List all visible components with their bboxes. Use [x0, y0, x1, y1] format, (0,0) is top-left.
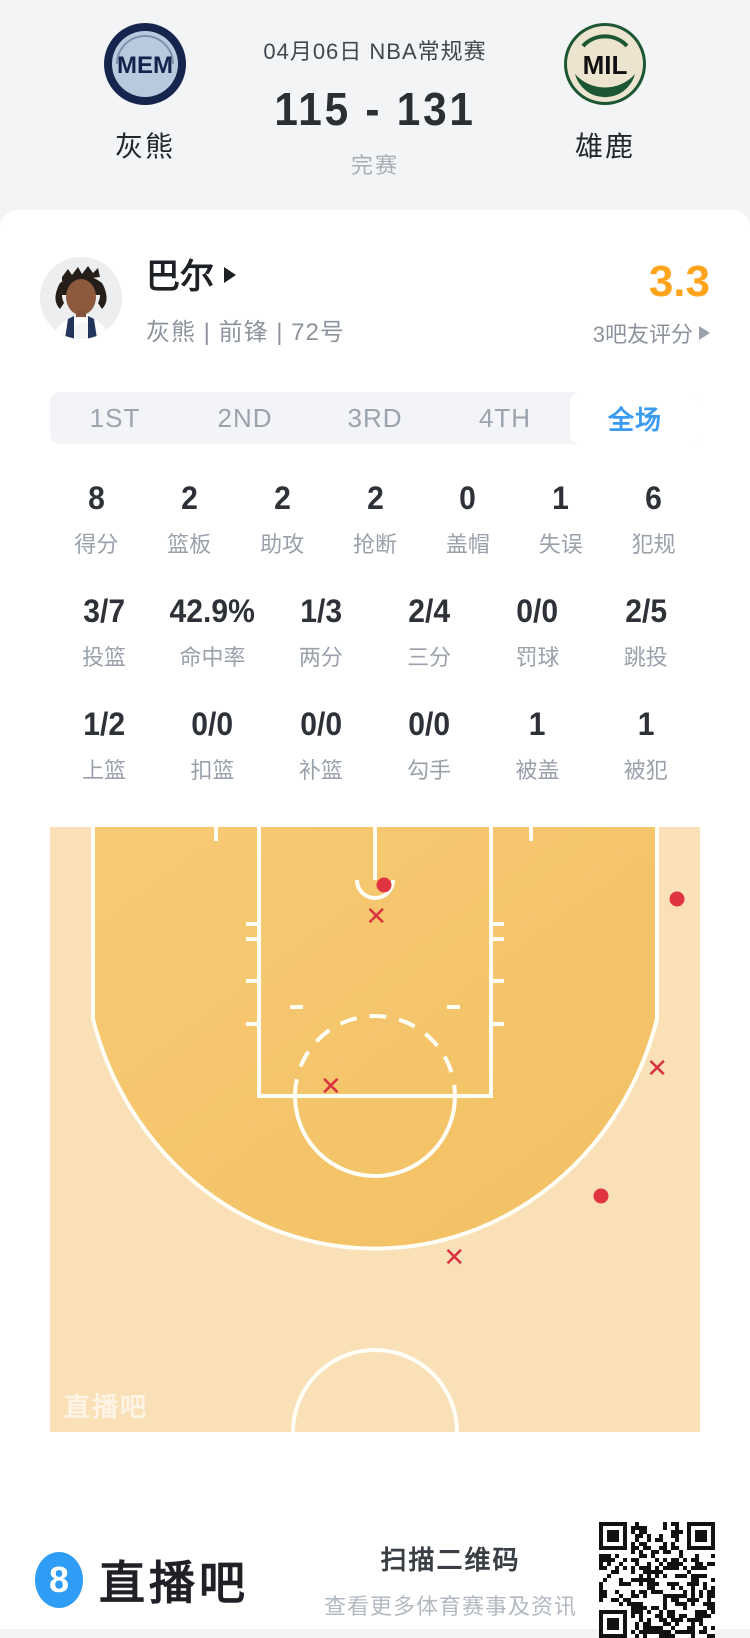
stat-ft: 0/0 罚球 — [515, 593, 560, 670]
qr-code — [599, 1522, 715, 1638]
quarter-tab-bar: 1ST 2ND 3RD 4TH 全场 — [50, 392, 700, 444]
stat-points: 8 得分 — [74, 480, 119, 557]
stats-row-shooting: 3/7 投篮 42.9% 命中率 1/3 两分 2/4 三分 0/0 罚球 2/5 跳投 — [50, 593, 700, 684]
away-team-logo-icon: MIL — [564, 23, 646, 105]
shot-marker-missed: ✕ — [646, 1054, 668, 1084]
shot-marker-missed: ✕ — [443, 1242, 466, 1273]
stat-hook: 0/0 勾手 — [407, 706, 452, 783]
stat-putback: 0/0 补篮 — [298, 706, 343, 783]
home-team: MEM 灰熊 — [60, 22, 230, 165]
home-team-name: 灰熊 — [114, 131, 175, 162]
match-summary: 04月06日 NBA常规赛 115 - 131 完赛 — [195, 0, 555, 180]
stat-blocked: 1 被盖 — [515, 706, 560, 783]
player-name: 巴尔 — [146, 257, 214, 296]
player-avatar — [40, 256, 122, 339]
tab-full-game[interactable]: 全场 — [570, 392, 700, 444]
stat-dunk: 0/0 扣篮 — [190, 706, 235, 783]
home-team-logo-icon: MEM — [104, 23, 186, 105]
stat-steals: 2 抢断 — [353, 480, 398, 557]
footer-banner: 8 直播吧 扫描二维码 查看更多体育赛事及资讯 — [35, 1522, 715, 1638]
tab-2nd[interactable]: 2ND — [217, 402, 273, 433]
stat-jumpshot: 2/5 跳投 — [623, 593, 668, 670]
match-score: 115 - 131 — [274, 83, 476, 135]
qr-subtitle: 查看更多体育赛事及资讯 — [323, 1593, 577, 1619]
svg-text:MIL: MIL — [583, 50, 628, 80]
tab-3rd[interactable]: 3RD — [347, 402, 403, 433]
stat-rebounds: 2 篮板 — [167, 480, 212, 557]
rating-block[interactable]: 3.3 3吧友评分 — [593, 257, 710, 349]
qr-title: 扫描二维码 — [380, 1544, 521, 1575]
player-info: 巴尔 灰熊 | 前锋 | 72号 — [146, 249, 345, 347]
player-row: 巴尔 灰熊 | 前锋 | 72号 3.3 3吧友评分 — [40, 255, 710, 347]
match-status: 完赛 — [350, 153, 399, 178]
player-meta: 灰熊 | 前锋 | 72号 — [146, 318, 345, 346]
brand: 8 直播吧 — [35, 1547, 249, 1613]
rating-value: 3.3 — [648, 257, 710, 306]
away-team: MIL 雄鹿 — [520, 22, 690, 165]
zhibo8-logo-icon: 8 — [35, 1552, 83, 1608]
tab-1st[interactable]: 1ST — [89, 402, 141, 433]
match-date: 04月06日 NBA常规赛 — [263, 39, 487, 64]
stat-blocks: 0 盖帽 — [445, 480, 490, 557]
player-name-button[interactable]: 巴尔 — [146, 249, 345, 298]
shot-markers-layer: ✕ ✕ ✕ ✕ — [50, 827, 700, 1432]
tab-4th[interactable]: 4TH — [478, 402, 532, 433]
player-stats-card: 巴尔 灰熊 | 前锋 | 72号 3.3 3吧友评分 1ST 2ND 3RD 4… — [0, 210, 750, 1638]
shot-marker-missed: ✕ — [365, 902, 388, 933]
caret-right-icon — [224, 267, 236, 283]
brand-name: 直播吧 — [99, 1557, 249, 1609]
stat-fg: 3/7 投篮 — [82, 593, 127, 670]
stat-fouled: 1 被犯 — [623, 706, 668, 783]
shot-marker-made — [593, 1188, 609, 1204]
court-watermark: 直播吧 — [64, 1392, 149, 1422]
shot-marker-made — [669, 891, 685, 907]
caret-right-icon — [699, 326, 710, 340]
stat-layup: 1/2 上篮 — [82, 706, 127, 783]
shot-marker-made — [376, 877, 392, 893]
court-drawing — [50, 827, 700, 1432]
stats-section: 8 得分 2 篮板 2 助攻 2 抢断 0 盖帽 1 失误 6 犯规 3/7 投篮 42.9% 命… — [50, 480, 700, 797]
stats-row-basic: 8 得分 2 篮板 2 助攻 2 抢断 0 盖帽 1 失误 6 犯规 — [50, 480, 700, 571]
shot-marker-missed: ✕ — [319, 1072, 342, 1103]
stat-turnovers: 1 失误 — [538, 480, 583, 557]
away-team-name: 雄鹿 — [574, 131, 635, 162]
stat-assists: 2 助攻 — [260, 480, 305, 557]
stat-fg-pct: 42.9% 命中率 — [169, 593, 256, 670]
match-header: MEM 灰熊 04月06日 NBA常规赛 115 - 131 完赛 MIL 雄鹿 — [0, 0, 750, 210]
stat-2pt: 1/3 两分 — [298, 593, 343, 670]
stat-fouls: 6 犯规 — [631, 480, 676, 557]
stats-row-shot-types: 1/2 上篮 0/0 扣篮 0/0 补篮 0/0 勾手 1 被盖 1 被犯 — [50, 706, 700, 797]
svg-text:MEM: MEM — [117, 52, 173, 79]
rating-label: 3吧友评分 — [592, 322, 693, 347]
rating-label-line: 3吧友评分 — [593, 317, 710, 349]
stat-3pt: 2/4 三分 — [407, 593, 452, 670]
shot-chart: ✕ ✕ ✕ ✕ 直播吧 — [50, 827, 700, 1432]
qr-caption: 扫描二维码 查看更多体育赛事及资讯 — [324, 1540, 577, 1621]
